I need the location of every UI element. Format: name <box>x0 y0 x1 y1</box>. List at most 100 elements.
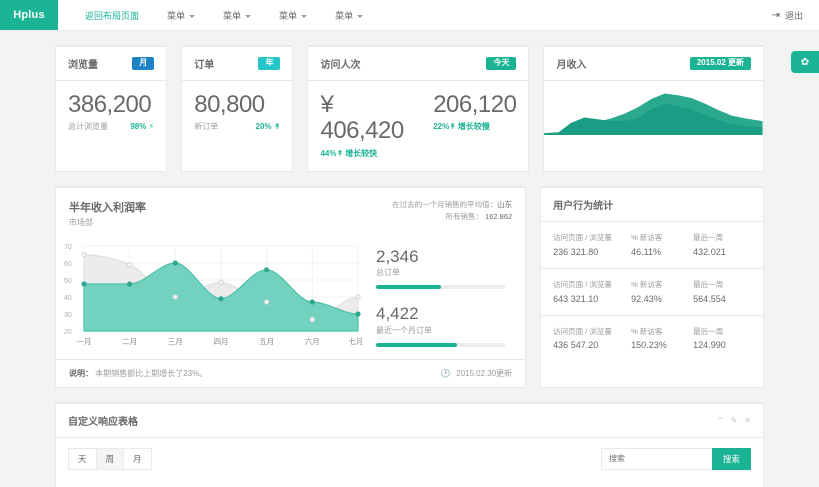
chart-note-value: 山东 <box>497 199 513 209</box>
bolt-icon: ⚡ <box>148 122 155 132</box>
column-header-date[interactable]: 日期 <box>559 481 670 487</box>
behaviour-value: 432.021 <box>693 246 726 257</box>
collapse-icon[interactable]: ⌃ <box>716 415 724 425</box>
progress-fill <box>376 343 458 348</box>
footer-label: 说明： <box>69 368 93 378</box>
logout-button[interactable]: ⇥ 退出 <box>772 0 819 30</box>
behaviour-row: 访问页面 / 浏览量 643 321.10 % 新访客 92.43% 最后一周 … <box>541 269 763 316</box>
column-header-project[interactable]: 项目 <box>68 481 410 487</box>
settings-fab-button[interactable]: ✿ <box>791 51 819 73</box>
progress-track <box>376 343 506 348</box>
nav-link-menu-4[interactable]: 菜单 <box>321 9 377 22</box>
card-sublabel: 总计浏览量 <box>68 122 108 132</box>
logout-label: 退出 <box>784 10 803 21</box>
chart-body: 70 60 50 40 30 20 <box>56 234 525 359</box>
card-header: 订单 年 <box>182 47 293 81</box>
search-button[interactable]: 搜索 <box>711 447 751 470</box>
behaviour-cell-pageviews: 访问页面 / 浏览量 643 321.10 <box>553 280 631 304</box>
arrow-up-icon: ↟ <box>449 122 456 132</box>
card-subrow: 44% ↟ 增长较快 <box>320 148 413 159</box>
chevron-down-icon <box>245 14 252 18</box>
card-value: 206,120 <box>433 91 517 118</box>
card-percent: 20% ↟ <box>256 122 281 131</box>
svg-text:一月: 一月 <box>77 337 92 346</box>
behaviour-key: 最后一周 <box>693 326 724 336</box>
svg-text:70: 70 <box>64 244 72 251</box>
percent-value: 22% <box>433 122 450 132</box>
behaviour-key: 访问页面 / 浏览量 <box>553 326 612 336</box>
nav-link-label: 菜单 <box>167 10 186 21</box>
status-badge: 年 <box>258 57 281 70</box>
brand-logo[interactable]: Hplus <box>0 0 58 30</box>
card-header: 月收入 2015.02 更新 <box>544 47 763 81</box>
main-row: 半年收入利润率 市场部 在过去的一个月销售的平均值：山东 所有销售： 162.8… <box>55 185 764 388</box>
behaviour-key: % 新访客 <box>631 326 663 336</box>
nav-link-menu-2[interactable]: 菜单 <box>209 9 265 22</box>
card-title: 订单 <box>194 60 215 71</box>
status-badge: 月 <box>132 57 155 70</box>
chart-footer-update: 🕐 2015.02.30更新 <box>441 368 512 379</box>
behaviour-cell-newvisitors: % 新访客 92.43% <box>631 280 693 304</box>
stat-label: 最近一个月订单 <box>376 326 432 336</box>
table-header-row: 项目 进度 任务 日期 操作 <box>68 481 751 487</box>
range-button-day[interactable]: 天 <box>68 447 97 470</box>
range-button-month[interactable]: 月 <box>123 447 152 470</box>
card-orders: 订单 年 80,800 新订单 20% ↟ <box>181 45 294 172</box>
card-percent: 98% ⚡ <box>130 122 154 131</box>
card-value: ¥ 406,420 <box>320 91 404 145</box>
visits-left-metric: ¥ 406,420 44% ↟ 增长较快 <box>320 91 413 159</box>
behaviour-cell-newvisitors: % 新访客 150.23% <box>631 327 693 351</box>
panel-custom-responsive-table: 自定义响应表格 ⌃ ✎ ✕ 天 周 月 搜索 <box>55 401 764 487</box>
chart-subtitle: 市场部 <box>69 217 93 227</box>
area-chart-svg: 70 60 50 40 30 20 <box>64 244 364 346</box>
side-stat-recent-orders: 4,422 最近一个月订单 <box>376 304 506 348</box>
percent-value: 98% <box>130 122 147 132</box>
chevron-down-icon <box>357 14 364 18</box>
behaviour-value: 564.554 <box>693 293 726 304</box>
card-title: 访问人次 <box>320 60 361 71</box>
column-header-task[interactable]: 任务 <box>484 481 560 487</box>
stat-value: 2,346 <box>376 246 419 266</box>
svg-text:四月: 四月 <box>214 337 229 346</box>
card-value: 386,200 <box>68 91 152 118</box>
arrow-up-icon: ↟ <box>336 148 344 158</box>
behaviour-value: 236 321.80 <box>553 246 599 257</box>
nav-link-menu-1[interactable]: 菜单 <box>153 9 209 22</box>
behaviour-value: 643 321.10 <box>553 293 599 304</box>
behaviour-key: 最后一周 <box>693 279 724 289</box>
behaviour-value: 46.11% <box>631 246 662 257</box>
behaviour-value: 150.23% <box>631 340 667 351</box>
top-navbar: Hplus 返回布局页面 菜单 菜单 菜单 菜单 ⇥ <box>0 0 819 31</box>
card-title: 月收入 <box>556 60 587 71</box>
column-header-progress[interactable]: 进度 <box>409 481 485 487</box>
behaviour-key: 访问页面 / 浏览量 <box>553 279 612 289</box>
clock-icon: 🕐 <box>440 368 451 378</box>
card-page-views: 浏览量 月 386,200 总计浏览量 98% ⚡ <box>55 45 168 172</box>
nav-link-menu-3[interactable]: 菜单 <box>265 9 321 22</box>
panel-half-year-profit: 半年收入利润率 市场部 在过去的一个月销售的平均值：山东 所有销售： 162.8… <box>55 185 527 388</box>
gear-icon: ✿ <box>800 56 810 68</box>
card-subrow: 22% ↟ 增长较慢 <box>433 121 516 132</box>
close-icon[interactable]: ✕ <box>744 415 751 425</box>
svg-text:20: 20 <box>64 329 72 336</box>
stat-value: 4,422 <box>376 304 419 324</box>
table-panel-body: 天 周 月 搜索 项目 进度 任务 日 <box>56 438 763 487</box>
wrench-icon[interactable]: ✎ <box>730 415 738 425</box>
card-sublabel: 增长较慢 <box>457 122 490 132</box>
nav-link-label: 返回布局页面 <box>85 10 140 21</box>
svg-text:60: 60 <box>64 261 72 268</box>
chart-note-value: 162.862 <box>485 211 513 221</box>
percent-value: 44% <box>320 148 337 158</box>
search-input[interactable] <box>600 447 713 470</box>
chart-note: 在过去的一个月销售的平均值：山东 所有销售： 162.862 <box>392 199 512 223</box>
status-badge: 今天 <box>486 57 517 70</box>
nav-links: 返回布局页面 菜单 菜单 菜单 菜单 <box>58 0 377 30</box>
range-button-week[interactable]: 周 <box>95 447 125 470</box>
nav-link-back-to-layout[interactable]: 返回布局页面 <box>71 9 153 22</box>
card-value: 80,800 <box>194 91 265 118</box>
behaviour-header: 用户行为统计 <box>541 188 763 222</box>
chart-side-stats: 2,346 总订单 4,422 最近一个月订单 <box>362 238 515 353</box>
column-header-action[interactable]: 操作 <box>669 481 751 487</box>
behaviour-cell-lastweek: 最后一周 432.021 <box>693 233 751 257</box>
behaviour-row: 访问页面 / 浏览量 436 547.20 % 新访客 150.23% 最后一周… <box>541 316 763 362</box>
